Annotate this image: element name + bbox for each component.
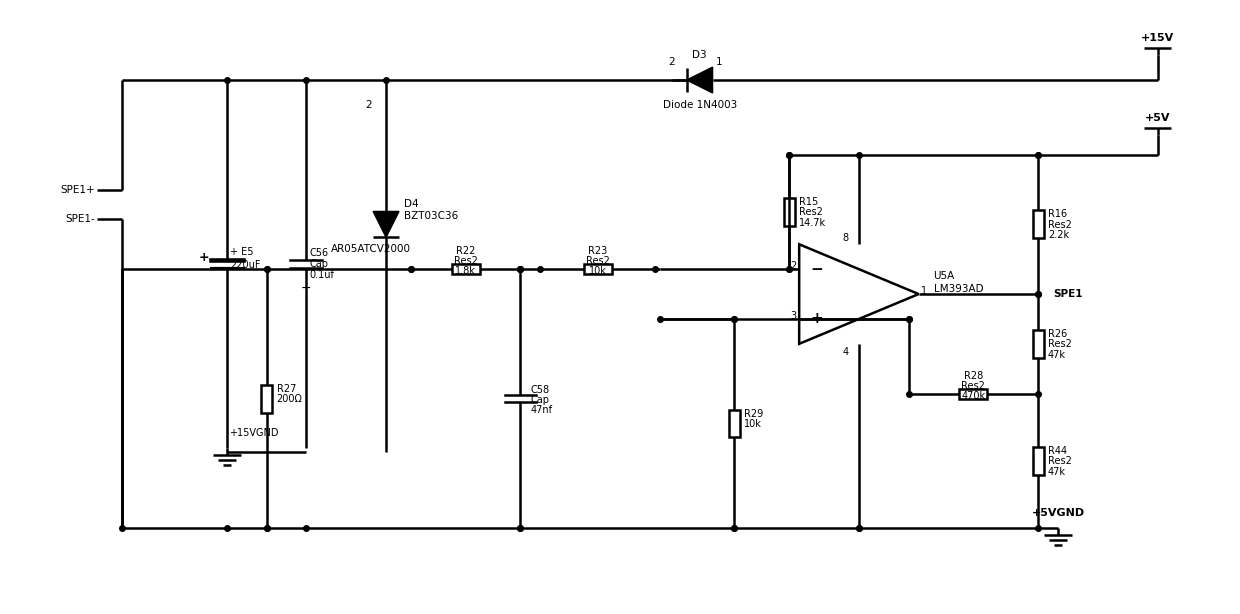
Text: D4: D4 (404, 200, 419, 209)
Text: 47k: 47k (1048, 350, 1066, 360)
Text: SPE1+: SPE1+ (61, 185, 95, 195)
Text: C58: C58 (531, 384, 549, 395)
Text: 4: 4 (843, 347, 849, 357)
Text: 3: 3 (790, 311, 796, 321)
Text: R28: R28 (963, 371, 983, 381)
Text: R15: R15 (800, 197, 818, 207)
Bar (451, 264, 480, 274)
Text: −: − (811, 262, 823, 277)
Text: 1.8k: 1.8k (455, 266, 476, 276)
Text: 0.1uf: 0.1uf (310, 270, 335, 280)
Text: +15VGND: +15VGND (228, 429, 278, 438)
Text: Res2: Res2 (961, 381, 986, 391)
Text: R16: R16 (1048, 209, 1068, 219)
Text: 220uF: 220uF (229, 260, 260, 270)
Text: 200Ω: 200Ω (277, 394, 303, 404)
Text: Cap: Cap (310, 259, 329, 269)
Text: Res2: Res2 (1048, 340, 1071, 349)
Bar (1033, 447, 1044, 475)
Bar (1033, 211, 1044, 238)
Text: 2: 2 (668, 57, 675, 67)
Text: 1: 1 (717, 57, 723, 67)
Text: SPE1: SPE1 (1053, 289, 1083, 299)
Text: 1: 1 (920, 286, 926, 296)
Text: 10k: 10k (589, 266, 606, 276)
Text: R26: R26 (1048, 329, 1068, 339)
Text: 2.2k: 2.2k (1048, 230, 1069, 240)
Bar (1033, 330, 1044, 358)
Text: +: + (811, 311, 823, 327)
Text: 14.7k: 14.7k (800, 218, 826, 228)
Text: R29: R29 (744, 408, 764, 419)
Text: 470k: 470k (961, 391, 986, 400)
Text: +5VGND: +5VGND (1032, 508, 1085, 518)
Text: Cap: Cap (531, 395, 549, 405)
Text: 8: 8 (843, 233, 849, 243)
Text: R44: R44 (1048, 446, 1068, 456)
Text: 2: 2 (365, 100, 372, 110)
Bar (262, 384, 272, 413)
Text: R23: R23 (588, 246, 608, 256)
Text: R27: R27 (277, 384, 296, 394)
Text: +: + (198, 251, 208, 264)
Text: Res2: Res2 (454, 256, 477, 266)
Text: Res2: Res2 (1048, 220, 1071, 230)
Text: BZT03C36: BZT03C36 (404, 211, 459, 222)
Text: 47nf: 47nf (531, 405, 552, 414)
Text: +15V: +15V (1141, 33, 1174, 43)
Bar (960, 389, 987, 398)
Text: R22: R22 (456, 246, 475, 256)
Text: 47k: 47k (1048, 467, 1066, 476)
Text: LM393AD: LM393AD (934, 284, 983, 294)
Text: +5V: +5V (1145, 113, 1171, 123)
Bar (784, 198, 795, 226)
Text: + E5: + E5 (229, 247, 253, 257)
Bar (729, 410, 740, 437)
Text: D3: D3 (692, 50, 707, 60)
Polygon shape (687, 67, 713, 93)
Text: U5A: U5A (934, 271, 955, 281)
Text: 2: 2 (790, 261, 796, 271)
Bar (584, 264, 611, 274)
Text: Res2: Res2 (1048, 456, 1071, 466)
Text: −: − (301, 282, 311, 295)
Text: AR05ATCV2000: AR05ATCV2000 (331, 244, 410, 254)
Text: C56: C56 (310, 248, 329, 258)
Text: Res2: Res2 (800, 208, 823, 217)
Polygon shape (373, 211, 399, 238)
Text: 10k: 10k (744, 419, 763, 429)
Text: Diode 1N4003: Diode 1N4003 (662, 100, 737, 110)
Text: Res2: Res2 (585, 256, 610, 266)
Text: SPE1-: SPE1- (66, 214, 95, 224)
